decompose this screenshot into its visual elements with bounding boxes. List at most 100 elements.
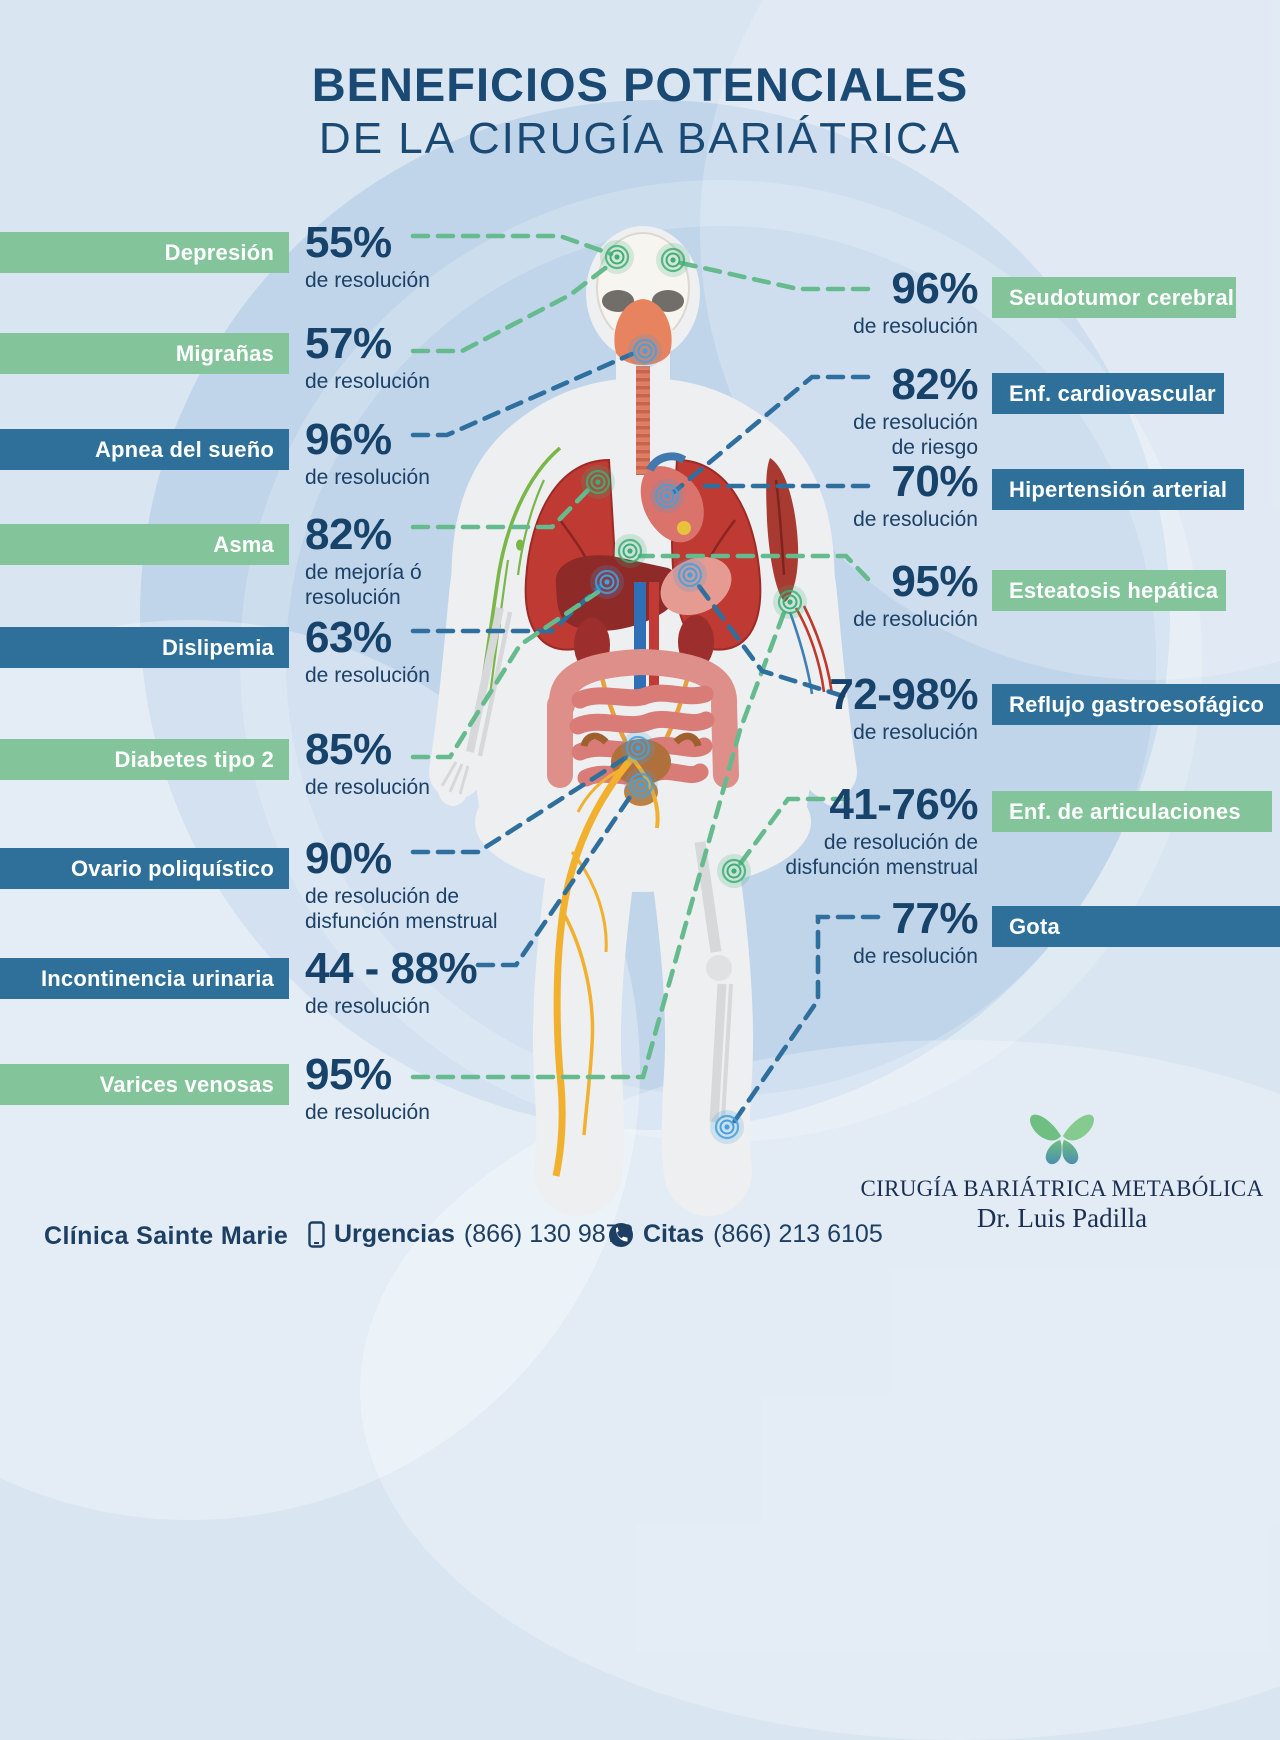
marker-liver: [611, 532, 649, 570]
stat-description: de resolución: [305, 776, 430, 799]
stat-varices: 95% de resolución: [305, 1053, 430, 1125]
condition-bar-diabetes: Diabetes tipo 2: [0, 739, 289, 780]
condition-bar-incontinencia: Incontinencia urinaria: [0, 958, 289, 999]
urgencias-label: Urgencias: [334, 1220, 455, 1248]
stat-apnea: 96% de resolución: [305, 418, 430, 490]
urgencias-contact: Urgencias (866) 130 9873: [308, 1220, 633, 1249]
condition-bar-asma: Asma: [0, 524, 289, 565]
stat-percent: 90%: [305, 834, 392, 883]
stat-esteatosis: 95% de resolución: [853, 560, 978, 632]
condition-label: Migrañas: [175, 340, 274, 366]
condition-bar-depresion: Depresión: [0, 232, 289, 273]
marker-head-left: [598, 238, 636, 276]
stat-description: de resolución: [853, 315, 978, 338]
butterfly-logo-icon: [1030, 1114, 1094, 1165]
marker-ankle: [708, 1108, 746, 1146]
condition-bar-reflujo: Reflujo gastroesofágico: [992, 684, 1280, 725]
citas-contact: Citas (866) 213 6105: [608, 1220, 883, 1249]
title-line1: BENEFICIOS POTENCIALES: [311, 58, 969, 111]
condition-bar-seudotumor: Seudotumor cerebral: [992, 277, 1236, 318]
logo-doctor-name: Dr. Luis Padilla: [976, 1203, 1148, 1233]
marker-arm-veins: [771, 583, 809, 621]
stat-percent: 41-76%: [829, 780, 978, 829]
stat-percent: 44 - 88%: [305, 944, 478, 993]
stat-percent: 70%: [891, 457, 978, 506]
connector-lines: [410, 233, 881, 1125]
condition-bar-apnea: Apnea del sueño: [0, 429, 289, 470]
stat-description: de resolución: [305, 370, 430, 393]
stat-reflujo: 72-98% de resolución: [829, 673, 978, 745]
condition-label: Hipertensión arterial: [1009, 476, 1228, 502]
stat-description: de resolución de riesgo: [853, 411, 978, 460]
stat-percent: 72-98%: [829, 670, 978, 719]
stat-ovario: 90% de resolución de disfunción menstrual: [305, 837, 498, 934]
condition-label: Apnea del sueño: [94, 436, 274, 462]
human-body-illustration: [410, 226, 881, 1216]
condition-label: Reflujo gastroesofágico: [1009, 691, 1265, 717]
marker-throat: [626, 332, 664, 370]
condition-label: Seudotumor cerebral: [1009, 284, 1235, 310]
intestines-illustration: [547, 648, 739, 788]
stat-seudotumor: 96% de resolución: [853, 267, 978, 339]
stat-articulaciones: 41-76% de resolución de disfunción menstr…: [785, 783, 978, 880]
stat-percent: 82%: [891, 360, 978, 409]
stat-migranas: 57% de resolución: [305, 322, 430, 394]
marker-knee: [715, 852, 753, 890]
logo-clinic-name: CIRUGÍA BARIÁTRICA METABÓLICA: [860, 1176, 1264, 1201]
condition-bar-articulaciones: Enf. de articulaciones: [992, 791, 1272, 832]
stat-percent: 57%: [305, 319, 392, 368]
stat-description: de mejoría ó resolución: [305, 561, 422, 610]
stat-percent: 85%: [305, 725, 392, 774]
clinic-name: Clínica Sainte Marie: [44, 1222, 289, 1250]
stat-percent: 77%: [891, 894, 978, 943]
stat-description: de resolución: [853, 721, 978, 744]
marker-uterus: [619, 729, 657, 767]
stat-description: de resolución: [305, 466, 430, 489]
stat-description: de resolución de disfunción menstrual: [305, 885, 498, 934]
stat-description: de resolución: [305, 269, 430, 292]
condition-label: Varices venosas: [99, 1071, 274, 1097]
stat-description: de resolución: [853, 945, 978, 968]
marker-head-right: [654, 241, 692, 279]
stat-percent: 55%: [305, 218, 392, 267]
condition-bar-migranas: Migrañas: [0, 333, 289, 374]
condition-label: Enf. cardiovascular: [1009, 380, 1216, 406]
stat-percent: 95%: [891, 557, 978, 606]
stat-description: de resolución: [305, 995, 430, 1018]
stat-description: de resolución de disfunción menstrual: [785, 831, 978, 880]
condition-label: Dislipemia: [161, 634, 274, 660]
condition-bar-dislipemia: Dislipemia: [0, 627, 289, 668]
stat-cardiovascular: 82% de resolución de riesgo: [853, 363, 978, 460]
stat-percent: 63%: [305, 613, 392, 662]
stat-description: de resolución: [853, 608, 978, 631]
stat-dislipemia: 63% de resolución: [305, 616, 430, 688]
stat-description: de resolución: [305, 1101, 430, 1124]
condition-bar-esteatosis: Esteatosis hepática: [992, 570, 1226, 611]
condition-bar-gota: Gota: [992, 906, 1280, 947]
condition-bar-ovario: Ovario poliquístico: [0, 848, 289, 889]
title-line2: DE LA CIRUGÍA BARIÁTRICA: [318, 114, 962, 164]
condition-label: Esteatosis hepática: [1009, 577, 1219, 603]
condition-label: Diabetes tipo 2: [114, 746, 274, 772]
citas-phone: (866) 213 6105: [713, 1220, 883, 1248]
marker-stomach: [671, 556, 709, 594]
stat-asma: 82% de mejoría ó resolución: [305, 513, 422, 610]
marker-pancreas: [588, 563, 626, 601]
condition-bar-cardiovascular: Enf. cardiovascular: [992, 373, 1224, 414]
whatsapp-icon: [609, 1222, 633, 1247]
citas-label: Citas: [643, 1220, 705, 1248]
stat-depresion: 55% de resolución: [305, 221, 430, 293]
clinic-logo: CIRUGÍA BARIÁTRICA METABÓLICA Dr. Luis P…: [860, 1106, 1264, 1234]
stat-hipertension: 70% de resolución: [853, 460, 978, 532]
condition-label: Incontinencia urinaria: [40, 965, 274, 991]
condition-label: Asma: [213, 531, 274, 557]
stat-percent: 95%: [305, 1050, 392, 1099]
condition-label: Gota: [1009, 913, 1060, 939]
stat-percent: 82%: [305, 510, 392, 559]
condition-label: Enf. de articulaciones: [1009, 798, 1241, 824]
condition-bar-hipertension: Hipertensión arterial: [992, 469, 1244, 510]
stat-description: de resolución: [853, 508, 978, 531]
marker-lung: [579, 463, 617, 501]
stat-diabetes: 85% de resolución: [305, 728, 430, 800]
phone-icon: [308, 1221, 325, 1248]
